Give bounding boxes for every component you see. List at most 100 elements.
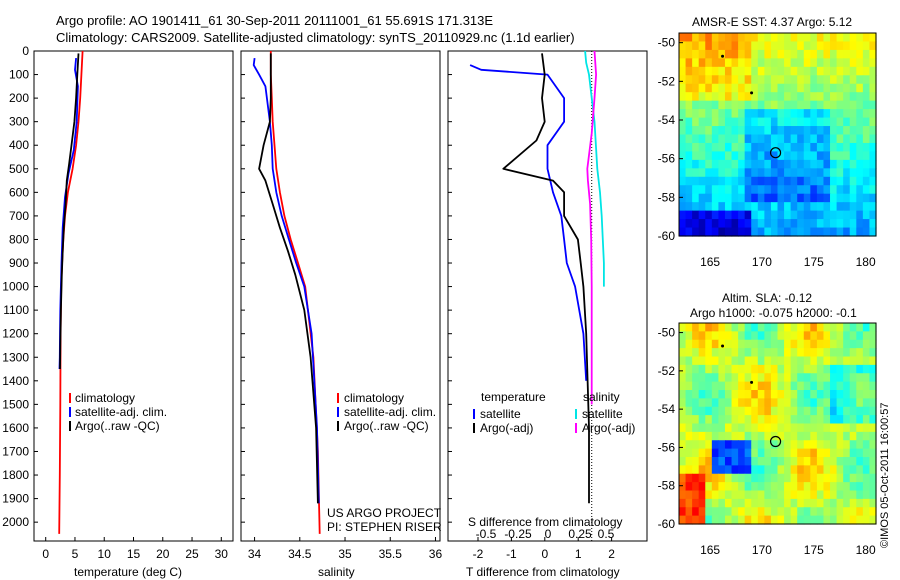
- sst-map-cell: [803, 92, 811, 102]
- sla-map-cell: [816, 457, 825, 466]
- temperature-tick-label: 5: [72, 547, 79, 561]
- sla-map-cell: [724, 457, 733, 466]
- sla-map-cell: [862, 331, 871, 341]
- sla-map-cell: [738, 473, 746, 483]
- sst-map-cell: [816, 219, 825, 229]
- sst-map-cell: [810, 100, 818, 110]
- sla-map-cell: [692, 339, 700, 349]
- sst-map-cell: [757, 117, 765, 127]
- sla-map-cell: [718, 473, 726, 483]
- sla-map-cell: [810, 457, 818, 466]
- sst-map-cell: [718, 33, 726, 43]
- sla-map-cell: [784, 465, 792, 475]
- sst-map-cell: [757, 210, 765, 220]
- sla-map-cell: [705, 448, 713, 458]
- sst-map-cell: [849, 83, 857, 93]
- sla-map-cell: [711, 457, 719, 466]
- sla-map-cell: [869, 457, 877, 466]
- sla-map-cell: [810, 356, 818, 366]
- sst-map-cell: [751, 58, 759, 68]
- sla-map-cell: [711, 465, 719, 475]
- sla-map-cell: [718, 490, 726, 500]
- sst-map-cell: [869, 126, 877, 136]
- sla-map-cell: [862, 473, 871, 483]
- sst-map-cell: [784, 151, 792, 161]
- sst-map-cell: [698, 126, 706, 136]
- sla-map-cell: [810, 348, 818, 358]
- sst-map-cell: [836, 151, 844, 161]
- sla-map-cell: [790, 448, 798, 458]
- sst-map-cell: [810, 92, 818, 102]
- sst-map-cell: [757, 185, 765, 195]
- sla-map-cell: [711, 423, 719, 433]
- sla-map-cell: [862, 381, 871, 391]
- sla-map-cell: [843, 373, 851, 383]
- sla-map-cell: [862, 440, 871, 450]
- sla-map-cell: [797, 348, 805, 358]
- sst-map-cell: [718, 193, 726, 203]
- sst-map-cell: [816, 75, 825, 85]
- sla-map-cell: [777, 348, 785, 358]
- sst-map-cell: [679, 193, 687, 203]
- sst-map-cell: [803, 193, 811, 203]
- sla-map-cell: [705, 465, 713, 475]
- sla-map-cell: [803, 348, 811, 358]
- sst-map-cell: [757, 33, 765, 43]
- sst-map-cell: [757, 126, 765, 136]
- sst-map-cell: [862, 202, 871, 212]
- sst-map-cell: [711, 142, 719, 153]
- salinity-tick-label: 35: [338, 547, 352, 561]
- difference-salinity-satellite-line: [584, 50, 605, 287]
- sla-map-cell: [843, 339, 851, 349]
- sst-map-cell: [705, 227, 713, 237]
- sst-map-cell: [869, 202, 877, 212]
- sla-map-cell: [698, 457, 706, 466]
- sla-map-cell: [711, 415, 719, 425]
- sla-map-cell: [770, 373, 779, 383]
- sst-map-cell: [770, 159, 779, 169]
- sla-map-cell: [711, 356, 719, 366]
- sla-map-cell: [751, 440, 759, 450]
- sst-map-cell: [711, 202, 719, 212]
- sst-map-cell: [770, 58, 779, 68]
- sst-map-cell: [711, 117, 719, 127]
- sla-map-cell: [777, 373, 785, 383]
- sla-map-cell: [718, 323, 726, 332]
- sla-map-cell: [764, 331, 772, 341]
- sst-map-cell: [836, 142, 844, 153]
- sst-map-cell: [823, 33, 831, 43]
- sst-map-cell: [810, 219, 818, 229]
- sst-map-cell: [692, 219, 700, 229]
- sst-map-cell: [810, 75, 818, 85]
- temperature-tick-label: 0: [42, 547, 49, 561]
- sla-map-cell: [764, 339, 772, 349]
- sst-map-cell: [711, 41, 719, 51]
- sla-map-cell: [803, 381, 811, 391]
- sla-map-cell: [764, 348, 772, 358]
- sla-map-cell: [849, 465, 857, 475]
- sst-map-cell: [823, 159, 831, 169]
- sst-map-cell: [770, 185, 779, 195]
- sst-map-cell: [849, 210, 857, 220]
- sla-map-cell: [724, 373, 733, 383]
- sla-map-cell: [731, 381, 739, 391]
- sst-map-cell: [784, 109, 792, 119]
- sst-map-cell: [869, 100, 877, 110]
- sst-map-cell: [705, 185, 713, 195]
- sla-map-cell: [751, 423, 759, 433]
- sst-map-cell: [764, 142, 772, 153]
- sla-map-cell: [679, 473, 687, 483]
- sla-map-cell: [751, 457, 759, 466]
- sla-map-cell: [679, 415, 687, 425]
- diff-legend-label: satellite: [582, 407, 623, 421]
- sst-map-cell: [790, 41, 798, 51]
- sst-map-cell: [731, 210, 739, 220]
- sst-map-cell: [856, 193, 864, 203]
- sst-map-cell: [711, 193, 719, 203]
- sla-map-cell: [757, 339, 765, 349]
- t-diff-tick-label: -2: [473, 547, 484, 561]
- sst-map-cell: [698, 193, 706, 203]
- sst-map-cell: [816, 117, 825, 127]
- sla-map-cell: [705, 339, 713, 349]
- sst-map-cell: [830, 75, 838, 85]
